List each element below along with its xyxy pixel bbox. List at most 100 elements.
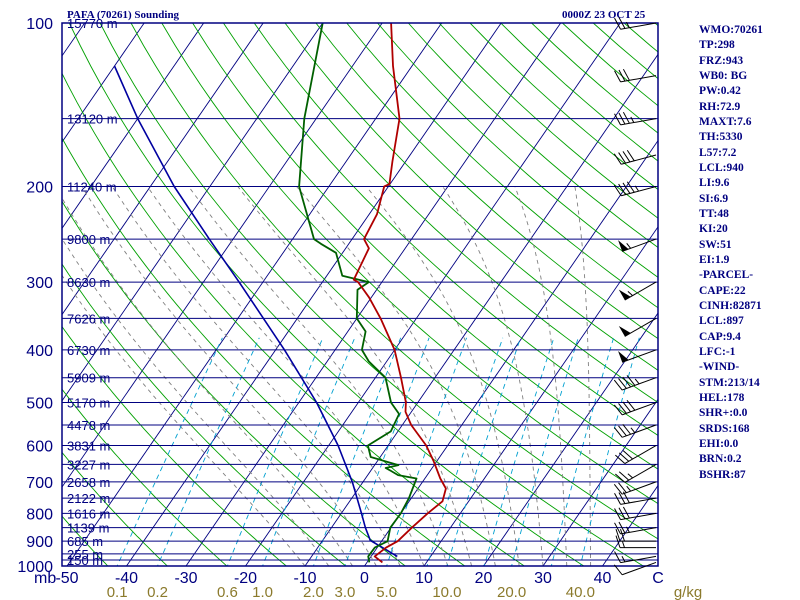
wind-barb — [618, 349, 657, 363]
mixing-ratio-line — [579, 337, 640, 566]
dry-adiabat-line — [346, 23, 658, 309]
wind-barb — [614, 506, 657, 521]
temperature-tick-label: 10 — [415, 570, 433, 587]
index-line: CINH:82871 — [699, 299, 762, 312]
dry-adiabat-line — [62, 137, 466, 566]
isotherm-line — [423, 226, 658, 566]
wind-barb — [615, 528, 656, 542]
height-label: 8630 m — [67, 275, 110, 290]
temperature-tick-label: -50 — [55, 570, 78, 587]
height-label: 255 m — [67, 547, 103, 562]
isotherm-line — [62, 23, 145, 143]
index-line: SW:51 — [699, 238, 732, 251]
temperature-tick-label: -20 — [234, 570, 257, 587]
dry-adiabat-line — [315, 23, 658, 340]
wind-barb — [618, 281, 657, 301]
isotherm-line — [245, 23, 621, 566]
dry-adiabat-line — [253, 23, 658, 404]
pressure-tick-label: 900 — [26, 534, 53, 551]
temperature-line — [352, 23, 447, 564]
dry-adiabat-line — [192, 23, 658, 470]
dry-adiabat-line — [223, 23, 658, 436]
mixing-ratio-line — [511, 337, 579, 566]
height-label: 2658 m — [67, 475, 110, 490]
pressure-tick-label: 300 — [26, 275, 53, 292]
mixing-ratio-line — [116, 337, 223, 566]
chart-datetime: 0000Z 23 OCT 25 — [562, 9, 646, 21]
chart-title: PAFA (70261) Sounding — [67, 9, 180, 21]
mixing-ratio-label: g/kg — [674, 584, 702, 600]
mixing-ratio-label: 0.1 — [107, 584, 128, 600]
temperature-tick-label: 0 — [360, 570, 369, 587]
wind-barb — [613, 561, 657, 576]
dry-adiabat-line — [62, 325, 287, 566]
index-line: RH:72.9 — [699, 100, 741, 113]
temperature-tick-label: -30 — [174, 570, 197, 587]
mixing-ratio-label: 0.6 — [217, 584, 238, 600]
pressure-tick-label: 400 — [26, 343, 53, 360]
dry-adiabat-line — [68, 23, 585, 566]
index-line: EHI:0.0 — [699, 437, 739, 450]
index-line: FRZ:943 — [699, 54, 744, 67]
wind-barb — [615, 535, 656, 549]
wind-barb — [613, 149, 657, 165]
wind-barb — [618, 317, 657, 337]
index-line: CAP:9.4 — [699, 330, 741, 343]
wind-barb — [613, 400, 657, 416]
isotherm-line — [62, 23, 324, 402]
pressure-tick-label: 800 — [26, 506, 53, 523]
index-line: TT:48 — [699, 207, 729, 220]
mixing-ratio-label: 5.0 — [376, 584, 397, 600]
dry-adiabat-line — [377, 23, 658, 278]
wind-barb — [614, 521, 657, 535]
index-line: -WIND- — [699, 361, 740, 374]
parcel-path-line — [113, 65, 398, 558]
dry-adiabat-line — [284, 23, 658, 371]
moist-adiabat-line — [296, 186, 496, 566]
indices-panel: WMO:70261 TP:298 FRZ:943 WB0: BG PW:0.42 RH:7… — [699, 23, 799, 483]
wind-barb — [618, 238, 657, 252]
isotherm-line — [185, 23, 562, 566]
mixing-ratio-label: 2.0 — [303, 584, 324, 600]
wind-barb — [613, 181, 657, 197]
pressure-tick-label: 700 — [26, 475, 53, 492]
wind-barb — [615, 445, 657, 464]
height-label: 2122 m — [67, 491, 110, 506]
isotherm-line — [542, 398, 658, 566]
profiles — [113, 23, 447, 564]
pressure-tick-label: 100 — [26, 16, 53, 33]
temperature-tick-label: C — [652, 570, 664, 587]
unit-label-mb: mb — [34, 570, 56, 587]
index-line: KI:20 — [699, 223, 728, 236]
mixing-ratio-label: 10.0 — [432, 584, 461, 600]
temperature-tick-label: -10 — [293, 570, 316, 587]
dry-adiabat-line — [62, 388, 228, 566]
index-line: TP:298 — [699, 39, 735, 52]
index-line: LFC:-1 — [699, 345, 736, 358]
moist-adiabat-line — [62, 237, 330, 566]
mixing-ratio-label: 40.0 — [566, 584, 595, 600]
pressure-tick-label: 500 — [26, 396, 53, 413]
wind-barb — [613, 424, 657, 438]
height-label: 150 m — [67, 553, 103, 568]
dry-adiabat-line — [62, 451, 168, 566]
index-line: LI:9.6 — [699, 177, 730, 190]
wind-barb — [613, 375, 657, 391]
height-label: 13120 m — [67, 112, 118, 127]
mixing-ratio-line — [483, 337, 555, 566]
mixing-ratio-label: 3.0 — [335, 584, 356, 600]
mixing-ratio-line — [550, 337, 615, 566]
isotherm-line — [304, 53, 658, 566]
dry-adiabat-line — [62, 72, 526, 566]
wind-barb — [614, 111, 657, 126]
pressure-tick-label: 200 — [26, 179, 53, 196]
height-label: 1139 m — [67, 521, 109, 536]
mixing-ratio-label: 20.0 — [497, 584, 526, 600]
wind-barb — [614, 17, 657, 30]
moist-adiabat-line — [237, 186, 473, 566]
dry-adiabat-line — [407, 23, 658, 249]
index-line: TH:5330 — [699, 131, 743, 144]
